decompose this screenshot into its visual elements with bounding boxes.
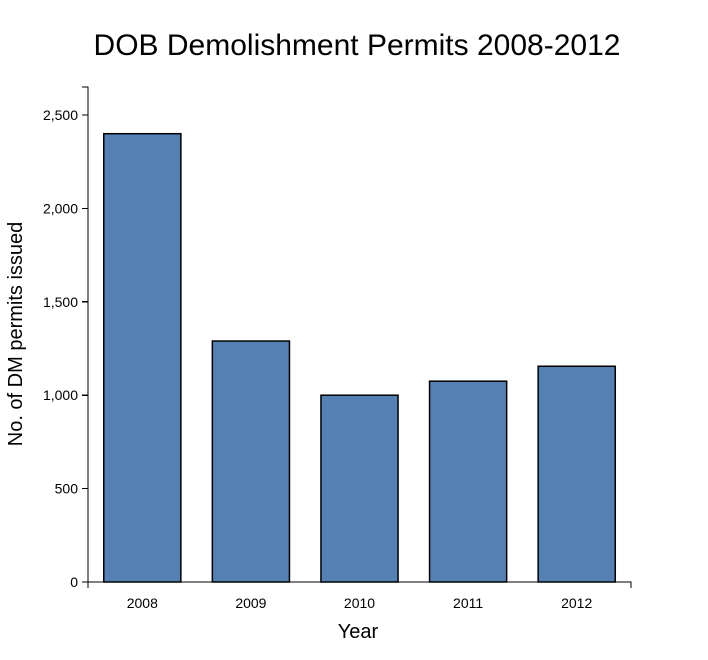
chart-title: DOB Demolishment Permits 2008-2012 xyxy=(94,29,621,62)
bar-2011 xyxy=(428,380,508,583)
x-tick-label: 2009 xyxy=(235,595,266,611)
y-tick-label: 1,000 xyxy=(43,387,78,403)
y-tick-label: 2,000 xyxy=(43,200,78,216)
y-tick-label: 500 xyxy=(55,481,79,497)
y-tick-label: 0 xyxy=(70,574,78,590)
y-axis: 0 500 1,000 1,500 2,000 2,500 xyxy=(43,86,89,590)
x-tick-label: 2011 xyxy=(453,595,483,611)
bar-2012 xyxy=(537,365,617,583)
bar-2009 xyxy=(211,340,291,583)
y-axis-label: No. of DM permits issued xyxy=(5,222,27,447)
x-axis-line xyxy=(87,581,632,588)
bar-2010 xyxy=(320,394,399,583)
bars xyxy=(103,132,617,583)
y-tick-label: 2,500 xyxy=(43,107,78,123)
x-tick-label: 2010 xyxy=(344,595,375,611)
x-tick-label: 2008 xyxy=(127,595,158,611)
x-axis-label: Year xyxy=(338,621,379,643)
x-tick-label: 2012 xyxy=(561,595,592,611)
bar-2008 xyxy=(103,132,182,583)
y-tick-label: 1,500 xyxy=(43,294,78,310)
y-axis-line xyxy=(82,86,89,583)
x-axis: 2008 2009 2010 2011 2012 xyxy=(87,581,632,611)
